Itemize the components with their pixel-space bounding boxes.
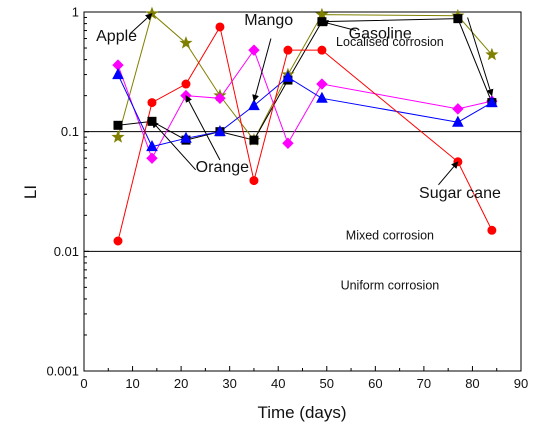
sugar-cane-point — [317, 45, 327, 55]
annotation-arrow-gasoline — [321, 19, 357, 32]
x-tick-label: 90 — [514, 376, 528, 391]
reference-lines — [84, 131, 521, 252]
apple-line — [117, 12, 493, 142]
apple-point — [111, 130, 125, 143]
annotation-arrow-mango — [252, 38, 272, 102]
sugar-cane-point — [215, 22, 225, 32]
sugar-cane-point — [147, 98, 157, 108]
mango-point — [282, 137, 294, 149]
y-tick-label: 0.001 — [46, 364, 79, 379]
orange-point — [214, 125, 226, 137]
series-markers — [111, 6, 499, 246]
y-tick-label: 1 — [72, 5, 79, 20]
orange-point — [282, 70, 294, 82]
orange-line — [117, 74, 493, 148]
orange-point — [180, 131, 192, 143]
y-axis-title: LI — [21, 185, 40, 199]
orange-point — [486, 96, 498, 108]
mango-point — [248, 44, 260, 56]
sugar-cane-point — [181, 79, 191, 89]
gasoline-point — [453, 14, 463, 24]
apple-point — [179, 36, 193, 49]
y-tick-label: 0.01 — [54, 244, 79, 259]
annotation-orange: Orange — [196, 159, 249, 176]
region-label-localised-corrosion: Localised corrosion — [336, 35, 444, 49]
annotation-arrow-orange — [185, 95, 221, 161]
region-label-mixed-corrosion: Mixed corrosion — [346, 229, 434, 243]
x-axis-ticks: 0 10 20 30 40 50 60 70 80 90 — [80, 366, 528, 391]
annotation-sugar-cane: Sugar cane — [419, 185, 501, 202]
annotation-arrow-extra-1 — [467, 17, 494, 97]
orange-point — [146, 140, 158, 152]
annotation-arrow-extra-0 — [151, 120, 197, 171]
x-tick-label: 80 — [465, 376, 479, 391]
annotation-gasoline: Gasoline — [349, 26, 412, 43]
mango-point — [146, 152, 158, 164]
gasoline-point — [249, 135, 259, 145]
x-tick-label: 60 — [368, 376, 382, 391]
x-tick-label: 0 — [80, 376, 87, 391]
x-tick-label: 50 — [320, 376, 334, 391]
annotation-arrow-apple — [129, 13, 153, 34]
annotation-apple: Apple — [96, 28, 137, 45]
x-tick-label: 30 — [222, 376, 236, 391]
annotation-mango: Mango — [244, 12, 293, 29]
apple-point — [485, 47, 499, 61]
orange-point — [248, 99, 260, 111]
mango-point — [316, 78, 328, 90]
mango-point — [452, 103, 464, 115]
orange-point — [452, 115, 464, 127]
region-labels: Localised corrosion Mixed corrosion Unifor… — [336, 35, 444, 292]
apple-point — [315, 7, 329, 21]
x-axis-title: Time (days) — [257, 403, 346, 422]
sugar-cane-point — [113, 236, 123, 246]
x-tick-label: 70 — [417, 376, 431, 391]
y-tick-label: 0.1 — [61, 124, 79, 139]
x-tick-label: 40 — [271, 376, 285, 391]
x-tick-label: 10 — [125, 376, 139, 391]
annotations: Apple Mango Gasoline Orange Sugar cane — [96, 12, 501, 202]
x-tick-label: 20 — [174, 376, 188, 391]
mango-point — [214, 92, 226, 105]
sugar-cane-point — [249, 176, 259, 186]
sugar-cane-point — [283, 45, 293, 55]
sugar-cane-point — [487, 225, 497, 235]
region-label-uniform-corrosion: Uniform corrosion — [341, 278, 440, 292]
y-axis-ticks: 0.001 0.01 0.1 1 — [46, 5, 89, 379]
mango-line — [117, 49, 492, 160]
annotation-arrow-sugar-cane — [438, 161, 459, 186]
gasoline-point — [113, 120, 123, 130]
orange-point — [112, 67, 124, 80]
orange-point — [316, 91, 328, 103]
